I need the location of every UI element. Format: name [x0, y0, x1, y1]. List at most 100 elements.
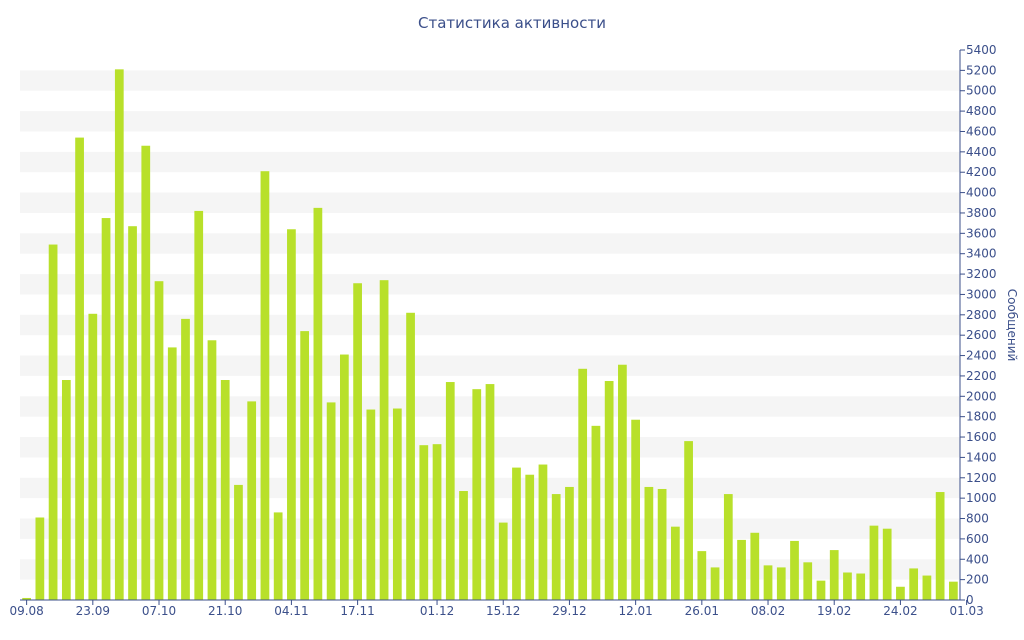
- bar[interactable]: [829, 550, 839, 600]
- bar[interactable]: [843, 572, 852, 601]
- bar[interactable]: [61, 380, 71, 600]
- y-tick-label: 5400: [966, 43, 997, 57]
- bar[interactable]: [949, 581, 958, 600]
- bar[interactable]: [485, 384, 495, 600]
- bar[interactable]: [618, 364, 627, 600]
- x-tick-label: 23.09: [76, 604, 110, 618]
- bar[interactable]: [154, 281, 164, 600]
- y-tick-label: 400: [966, 552, 989, 566]
- y-tick-label: 4400: [966, 145, 997, 159]
- y-tick-label: 4200: [966, 165, 997, 179]
- bar[interactable]: [114, 69, 124, 600]
- bar[interactable]: [128, 226, 137, 600]
- bar[interactable]: [737, 539, 746, 600]
- bar[interactable]: [604, 381, 614, 600]
- bar[interactable]: [75, 137, 84, 600]
- bar[interactable]: [882, 528, 892, 600]
- bar[interactable]: [273, 512, 283, 600]
- bar[interactable]: [710, 567, 720, 600]
- x-tick-label: 04.11: [274, 604, 308, 618]
- bar[interactable]: [869, 525, 879, 600]
- bar[interactable]: [432, 444, 442, 600]
- bar[interactable]: [591, 425, 601, 600]
- x-tick-label: 12.01: [618, 604, 652, 618]
- bar[interactable]: [22, 597, 31, 600]
- bar[interactable]: [247, 401, 257, 600]
- y-tick-label: 2200: [966, 369, 997, 383]
- bar[interactable]: [498, 522, 508, 600]
- bar[interactable]: [763, 565, 773, 600]
- y-tick-label: 5200: [966, 63, 997, 77]
- x-tick-label: 15.12: [486, 604, 520, 618]
- bar[interactable]: [35, 517, 45, 601]
- y-tick-label: 3600: [966, 226, 997, 240]
- bar[interactable]: [326, 402, 336, 600]
- bar[interactable]: [472, 389, 482, 600]
- bar[interactable]: [723, 494, 733, 600]
- bar[interactable]: [750, 532, 760, 600]
- bar[interactable]: [141, 145, 151, 601]
- y-tick-label: 4800: [966, 104, 997, 118]
- bar[interactable]: [459, 491, 468, 600]
- bar[interactable]: [287, 229, 296, 600]
- bar[interactable]: [392, 408, 402, 600]
- x-tick-label: 21.10: [208, 604, 242, 618]
- bar[interactable]: [379, 280, 389, 600]
- bar[interactable]: [260, 171, 270, 600]
- bar[interactable]: [697, 551, 707, 600]
- bar[interactable]: [565, 486, 574, 600]
- bar[interactable]: [816, 580, 826, 600]
- y-tick-label: 600: [966, 532, 989, 546]
- x-tick-label: 09.08: [9, 604, 43, 618]
- bar[interactable]: [339, 354, 349, 600]
- grid-band: [20, 151, 960, 173]
- bar[interactable]: [512, 467, 521, 600]
- y-tick-label: 3200: [966, 267, 997, 281]
- bar[interactable]: [896, 586, 905, 600]
- bar[interactable]: [657, 488, 667, 600]
- bar[interactable]: [803, 562, 813, 600]
- bar[interactable]: [406, 312, 415, 600]
- bar[interactable]: [776, 567, 786, 600]
- bar[interactable]: [935, 492, 945, 600]
- bar[interactable]: [88, 313, 98, 600]
- grid-band: [20, 111, 960, 132]
- bar[interactable]: [922, 575, 932, 600]
- bar[interactable]: [578, 368, 588, 600]
- bar[interactable]: [670, 526, 680, 600]
- bar[interactable]: [644, 486, 654, 600]
- bar[interactable]: [48, 244, 58, 600]
- y-tick-label: 3000: [966, 287, 997, 301]
- bar[interactable]: [445, 382, 455, 600]
- bar[interactable]: [181, 318, 190, 600]
- grid-band: [20, 355, 960, 376]
- bar[interactable]: [525, 474, 535, 600]
- bars-group: [22, 69, 958, 601]
- bar[interactable]: [790, 540, 799, 600]
- bar[interactable]: [220, 380, 230, 600]
- y-tick-label: 3400: [966, 247, 997, 261]
- bar[interactable]: [207, 340, 217, 600]
- bar[interactable]: [234, 484, 243, 600]
- bar[interactable]: [366, 409, 376, 600]
- bar[interactable]: [313, 207, 323, 601]
- bar[interactable]: [551, 494, 561, 600]
- bar[interactable]: [194, 210, 204, 601]
- bar[interactable]: [167, 347, 177, 600]
- bar[interactable]: [101, 218, 111, 601]
- bar[interactable]: [856, 573, 866, 600]
- grid-band: [20, 274, 960, 295]
- bar[interactable]: [300, 331, 310, 600]
- x-tick-label: 01.12: [420, 604, 454, 618]
- bar[interactable]: [538, 464, 548, 600]
- bar[interactable]: [419, 445, 429, 600]
- bar[interactable]: [909, 568, 919, 600]
- bar[interactable]: [353, 283, 362, 600]
- y-tick-label: 5000: [966, 84, 997, 98]
- bar[interactable]: [631, 419, 641, 600]
- bar[interactable]: [684, 441, 693, 600]
- y-tick-label: 800: [966, 512, 989, 526]
- y-tick-label: 4600: [966, 124, 997, 138]
- y-tick-label: 1600: [966, 430, 997, 444]
- x-tick-label: 19.02: [817, 604, 851, 618]
